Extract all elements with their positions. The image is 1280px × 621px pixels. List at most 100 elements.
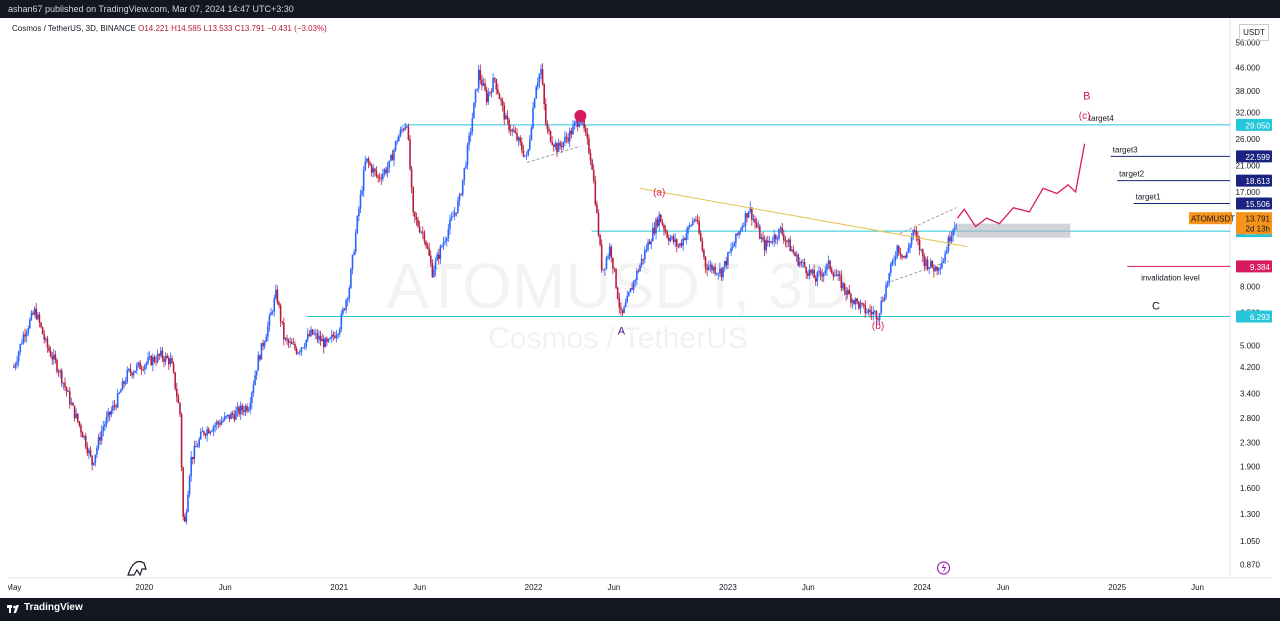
- candle-body: [444, 241, 446, 243]
- target-label: target2: [1119, 170, 1144, 179]
- candle-body: [306, 334, 309, 340]
- candle-body: [656, 219, 659, 226]
- candle-body: [829, 260, 831, 270]
- candle-body: [509, 130, 512, 132]
- candle-body: [442, 242, 445, 247]
- level-badge-bg: [1236, 118, 1272, 131]
- candle-body: [497, 89, 499, 94]
- candle-body: [620, 307, 622, 310]
- candle-body: [648, 241, 651, 245]
- candle-body: [551, 141, 553, 145]
- candle-body: [562, 141, 565, 148]
- candle-body: [324, 338, 327, 348]
- candle-body: [215, 421, 218, 426]
- candle-body: [351, 254, 354, 270]
- target-badge: 18.613: [1246, 177, 1271, 186]
- candle-body: [418, 226, 421, 232]
- candle-body: [457, 200, 459, 213]
- candle-body: [108, 411, 111, 415]
- candle-body: [591, 160, 593, 170]
- candle-body: [212, 426, 215, 432]
- candle-body: [658, 214, 661, 226]
- chart-area[interactable]: Cosmos / TetherUS, 3D, BINANCE O14.221 H…: [6, 18, 1272, 598]
- candle-body: [688, 225, 691, 227]
- candle-body: [233, 414, 236, 420]
- candle-body: [51, 356, 53, 360]
- candle-body: [340, 313, 343, 329]
- candle-body: [121, 381, 124, 391]
- candle-body: [864, 304, 867, 314]
- candle-body: [465, 165, 467, 168]
- candle-body: [175, 388, 178, 397]
- candle-body: [736, 233, 739, 235]
- y-tick-label: 26.000: [1236, 135, 1261, 144]
- candle-body: [519, 137, 522, 143]
- candle-body: [423, 232, 426, 242]
- candle-body: [853, 300, 855, 305]
- candle-body: [706, 267, 708, 270]
- candle-body: [364, 161, 367, 171]
- dashed-neckline: [527, 145, 581, 163]
- target-badge: 22.599: [1246, 153, 1271, 162]
- candle-body: [284, 338, 287, 340]
- candles-group: [13, 63, 958, 525]
- candle-body: [386, 167, 389, 173]
- candle-body: [675, 239, 678, 246]
- candle-body: [703, 250, 705, 257]
- candle-body: [709, 264, 712, 267]
- candle-body: [805, 267, 807, 274]
- candle-body: [714, 267, 716, 274]
- candle-body: [773, 234, 776, 242]
- candle-body: [388, 160, 391, 168]
- candle-body: [168, 357, 170, 365]
- candle-body: [945, 251, 948, 254]
- candle-body: [268, 315, 271, 326]
- candle-body: [739, 230, 742, 232]
- candle-body: [437, 254, 440, 259]
- candle-body: [572, 125, 574, 135]
- candle-body: [476, 88, 478, 91]
- channel-upper-dashed: [899, 207, 957, 234]
- candle-body: [870, 312, 873, 315]
- candle-body: [803, 262, 806, 268]
- candle-body: [322, 338, 325, 348]
- candle-body: [452, 216, 454, 217]
- candle-body: [626, 295, 629, 303]
- candle-body: [505, 115, 507, 120]
- candle-body: [843, 283, 846, 291]
- candle-body: [683, 238, 686, 240]
- candle-body: [265, 336, 268, 342]
- candle-body: [201, 431, 204, 433]
- candle-body: [334, 336, 336, 339]
- candle-body: [679, 243, 681, 247]
- y-tick-label: 2.800: [1240, 414, 1261, 423]
- legend-symbol: Cosmos / TetherUS, 3D, BINANCE: [12, 24, 136, 33]
- candle-body: [180, 413, 183, 468]
- candle-body: [21, 343, 23, 345]
- candle-body: [872, 311, 875, 315]
- candle-body: [915, 231, 918, 237]
- candle-body: [578, 123, 581, 127]
- candle-body: [880, 300, 883, 314]
- legend-close: C13.791: [234, 24, 265, 33]
- currency-button[interactable]: USDT: [1239, 24, 1269, 41]
- y-tick-label: 1.600: [1240, 484, 1261, 493]
- y-tick-label: 1.300: [1240, 510, 1261, 519]
- candle-body: [361, 190, 363, 195]
- candle-body: [893, 260, 895, 262]
- candle-body: [279, 305, 282, 322]
- candle-body: [695, 219, 697, 221]
- candle-body: [16, 361, 18, 365]
- candle-body: [439, 246, 442, 259]
- candle-body: [223, 416, 226, 421]
- candle-body: [786, 240, 788, 242]
- candle-body: [100, 430, 103, 441]
- channel-lower-dashed: [885, 260, 949, 284]
- candle-body: [560, 145, 563, 148]
- candle-body: [846, 290, 849, 295]
- candle-body: [573, 122, 576, 126]
- x-tick-label: 2022: [525, 583, 543, 592]
- candle-body: [896, 245, 899, 257]
- candle-body: [604, 268, 606, 270]
